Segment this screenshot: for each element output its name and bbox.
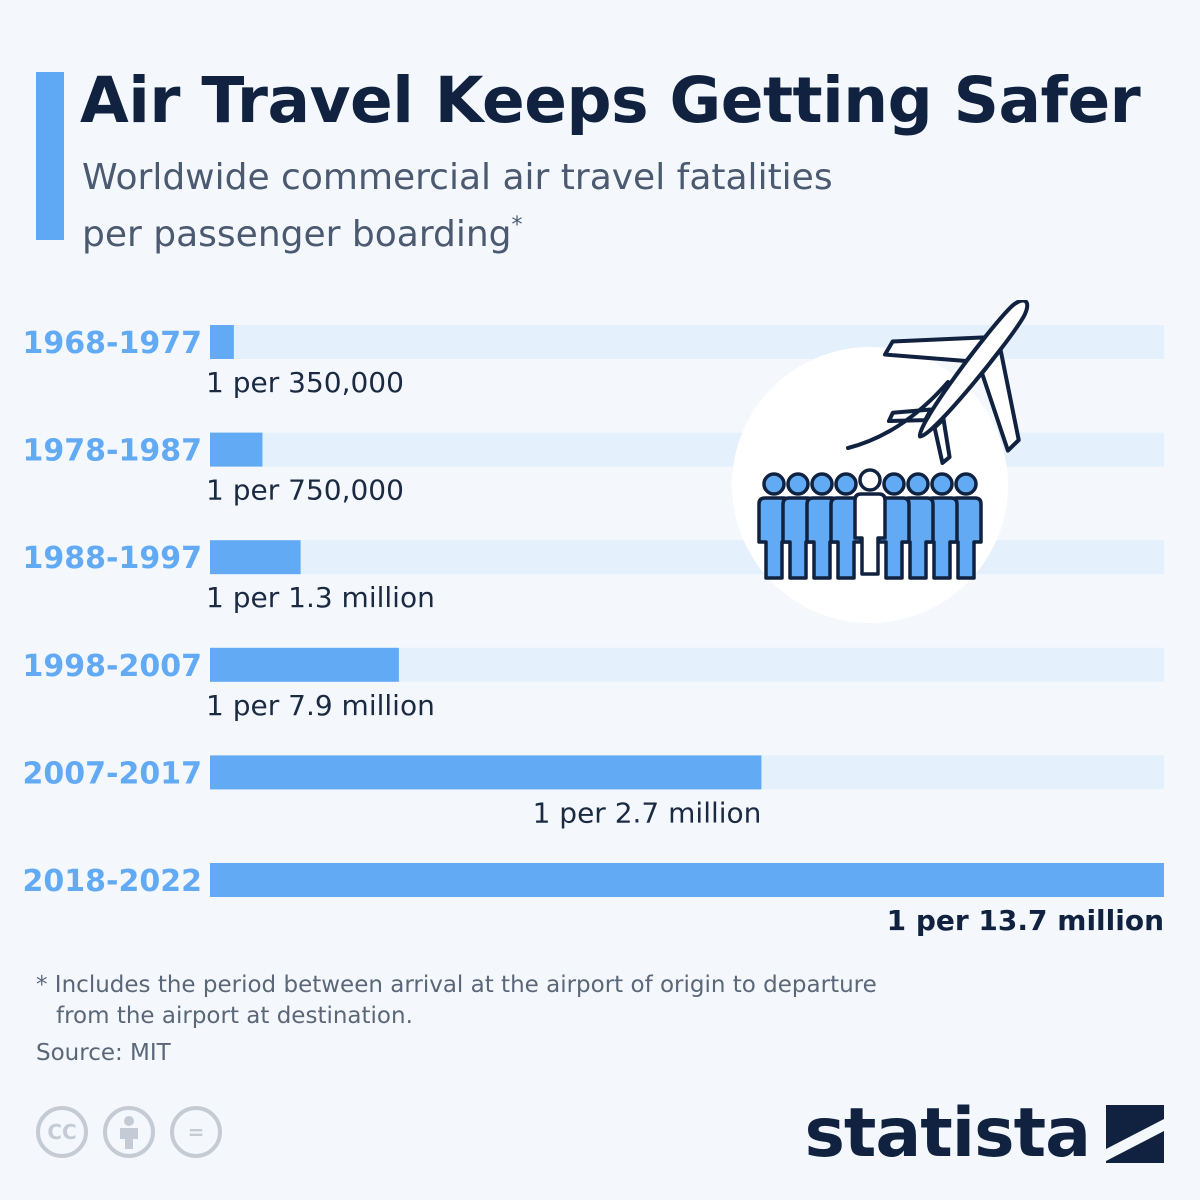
bar xyxy=(210,755,762,790)
illustration xyxy=(732,300,1030,623)
accent-bar xyxy=(36,72,64,240)
license-icons: CC = xyxy=(36,1106,222,1158)
category-label: 1988-1997 xyxy=(23,541,202,576)
bar xyxy=(210,863,1164,897)
person-figure xyxy=(829,472,863,580)
value-label: 1 per 2.7 million xyxy=(533,796,762,829)
person-figure xyxy=(853,468,887,576)
category-label: 1968-1977 xyxy=(23,326,202,361)
category-label: 2007-2017 xyxy=(23,756,202,791)
category-label: 2018-2022 xyxy=(23,864,202,899)
source-note: Source: MIT xyxy=(36,1040,171,1066)
statista-logo-mark xyxy=(1106,1105,1164,1163)
category-label: 1998-2007 xyxy=(23,649,202,684)
value-label: 1 per 1.3 million xyxy=(206,581,435,614)
bar xyxy=(210,647,399,682)
people-group-icon xyxy=(757,468,983,580)
bar-track xyxy=(210,325,1164,359)
page-subtitle: Worldwide commercial air travel fataliti… xyxy=(82,157,833,255)
no-derivatives-icon[interactable]: = xyxy=(170,1106,222,1158)
flight-trail xyxy=(846,380,950,450)
statista-logo-text: statista xyxy=(804,1094,1091,1173)
creative-commons-icon[interactable]: CC xyxy=(36,1106,88,1158)
attribution-icon[interactable] xyxy=(103,1106,155,1158)
statista-logo[interactable]: statista xyxy=(804,1098,1164,1170)
subtitle-footnote-marker: * xyxy=(511,213,523,238)
bar-track xyxy=(210,540,1164,575)
footnote-line-2: from the airport at destination. xyxy=(56,1003,413,1029)
bar xyxy=(210,325,234,359)
value-label: 1 per 13.7 million xyxy=(887,904,1164,937)
value-label: 1 per 7.9 million xyxy=(206,689,435,722)
value-label: 1 per 350,000 xyxy=(206,366,404,399)
bar xyxy=(210,540,301,575)
footnote: * Includes the period between arrival at… xyxy=(36,970,877,1032)
footnote-line-1: * Includes the period between arrival at… xyxy=(36,972,877,998)
category-label: 1978-1987 xyxy=(23,434,202,469)
bar-track xyxy=(210,432,1164,467)
bar xyxy=(210,432,263,467)
airplane-icon xyxy=(882,300,1030,465)
page-title: Air Travel Keeps Getting Safer xyxy=(80,64,1141,137)
value-label: 1 per 750,000 xyxy=(206,474,404,507)
